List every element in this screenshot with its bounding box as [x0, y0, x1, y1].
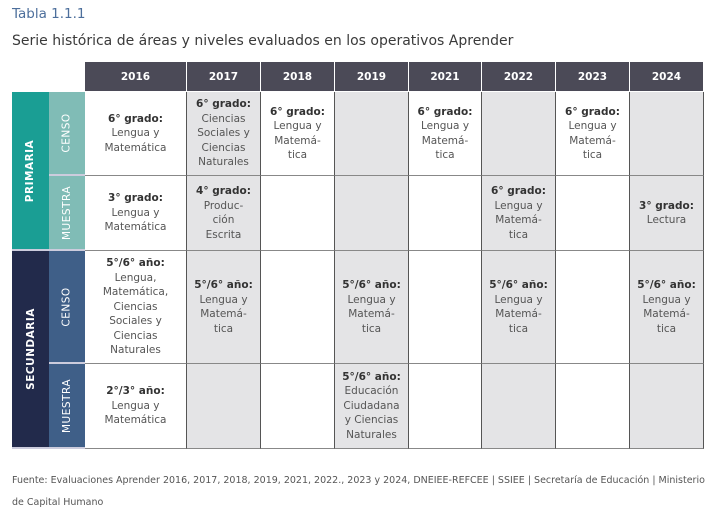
subjects: Lengua y Matemá- tica — [568, 120, 617, 161]
level-label: PRIMARIA — [12, 92, 49, 251]
table-cell: 6° grado: Ciencias Sociales y Ciencias Na… — [187, 92, 261, 176]
subjects: Ciencias Sociales y Ciencias Naturales — [197, 112, 250, 169]
year-header: 2016 — [85, 62, 186, 91]
table-cell: 6° grado: Lengua y Matemática — [85, 92, 187, 176]
table-cell — [335, 176, 409, 251]
grade-label: 3° grado: — [639, 199, 694, 212]
table-cell — [630, 92, 704, 176]
grade-label: 6° grado: — [270, 105, 325, 118]
year-header: 2021 — [409, 62, 481, 91]
sublevel-label: MUESTRA — [49, 176, 85, 251]
grade-label: 5°/6° año: — [637, 279, 696, 291]
subjects: Lengua y Matemá- tica — [347, 293, 396, 335]
table-cell: 3° grado: Lengua y Matemática — [85, 176, 187, 251]
table-cell: 5°/6° año: Educación Ciudadana y Ciencias… — [335, 364, 409, 449]
grade-label: 5°/6° año: — [342, 370, 401, 383]
sublevel-label: MUESTRA — [49, 364, 85, 449]
grade-label: 6° grado: — [196, 98, 251, 111]
table-cell: 5°/6° año: Lengua y Matemá- tica — [335, 251, 409, 364]
grade-label: 3° grado: — [108, 192, 163, 205]
grade-label: 5°/6° año: — [342, 279, 401, 291]
sublevel-name: CENSO — [61, 286, 73, 327]
table-cell — [556, 176, 630, 251]
subjects: Produc- ción Escrita — [203, 199, 244, 241]
source-note: Fuente: Evaluaciones Aprender 2016, 2017… — [12, 475, 705, 508]
grade-label: 5°/6° año: — [489, 279, 548, 291]
subjects: Lengua y Matemática — [104, 206, 167, 234]
table-cell — [261, 176, 335, 251]
subjects: Lengua y Matemá- tica — [494, 199, 543, 241]
table-cell — [556, 251, 630, 364]
table-cell: 5°/6° año: Lengua y Matemá- tica — [482, 251, 556, 364]
year-header: 2022 — [482, 62, 555, 91]
sublevel-name: MUESTRA — [61, 378, 74, 433]
subjects: Lengua y Matemática — [104, 127, 167, 154]
grade-label: 4° grado: — [196, 185, 251, 197]
table-title: Serie histórica de áreas y niveles evalu… — [12, 33, 514, 49]
subjects: Lectura — [646, 214, 687, 226]
table-cell — [409, 364, 482, 449]
table-cell — [482, 92, 556, 176]
grade-label: 2°/3° año: — [106, 385, 165, 398]
grade-label: 6° grado: — [108, 112, 163, 125]
table-cell: 3° grado: Lectura — [630, 176, 704, 251]
grade-label: 6° grado: — [565, 105, 620, 118]
table-cell: 6° grado: Lengua y Matemá- tica — [409, 92, 482, 176]
table-cell — [409, 251, 482, 364]
year-header: 2017 — [187, 62, 260, 91]
grade-label: 5°/6° año: — [106, 257, 165, 270]
table-cell — [482, 364, 556, 449]
year-header: 2023 — [556, 62, 629, 91]
table-cell: 6° grado: Lengua y Matemá- tica — [482, 176, 556, 251]
table-cell — [261, 364, 335, 449]
subjects: Lengua y Matemá- tica — [273, 120, 322, 161]
sublevel-name: CENSO — [61, 113, 73, 153]
subjects: Lengua y Matemática — [104, 399, 167, 427]
level-label: SECUNDARIA — [12, 251, 49, 449]
subjects: Lengua y Matemá- tica — [420, 120, 470, 161]
table-cell — [630, 364, 704, 449]
table-cell — [261, 251, 335, 364]
sublevel-label: CENSO — [49, 251, 85, 364]
subjects: Lengua y Matemá- tica — [494, 293, 543, 335]
year-header: 2024 — [630, 62, 703, 91]
table-cell — [335, 92, 409, 176]
table-label: Tabla 1.1.1 — [12, 6, 86, 22]
table-cell — [409, 176, 482, 251]
grade-label: 5°/6° año: — [194, 279, 253, 291]
table-cell: 6° grado: Lengua y Matemá- tica — [261, 92, 335, 176]
year-header: 2018 — [261, 62, 334, 91]
level-name: SECUNDARIA — [24, 308, 37, 390]
grade-label: 6° grado: — [491, 185, 546, 197]
table-cell: 5°/6° año: Lengua y Matemá- tica — [630, 251, 704, 364]
subjects: Lengua, Matemática, Ciencias Sociales y … — [102, 271, 169, 357]
table-cell: 4° grado: Produc- ción Escrita — [187, 176, 261, 251]
subjects: Educación Ciudadana y Ciencias Naturales — [343, 385, 400, 441]
sublevel-label: CENSO — [49, 92, 85, 176]
table-cell — [187, 364, 261, 449]
subjects: Lengua y Matemá- tica — [199, 293, 248, 335]
level-name: PRIMARIA — [24, 139, 37, 202]
sublevel-name: MUESTRA — [61, 185, 74, 240]
table-cell: 2°/3° año: Lengua y Matemática — [85, 364, 187, 449]
grade-label: 6° grado: — [417, 105, 473, 118]
table-cell: 5°/6° año: Lengua y Matemá- tica — [187, 251, 261, 364]
subjects: Lengua y Matemá- tica — [642, 293, 691, 335]
table-cell — [556, 364, 630, 449]
table-cell: 5°/6° año: Lengua, Matemática, Ciencias S… — [85, 251, 187, 364]
table-cell: 6° grado: Lengua y Matemá- tica — [556, 92, 630, 176]
year-header: 2019 — [335, 62, 408, 91]
